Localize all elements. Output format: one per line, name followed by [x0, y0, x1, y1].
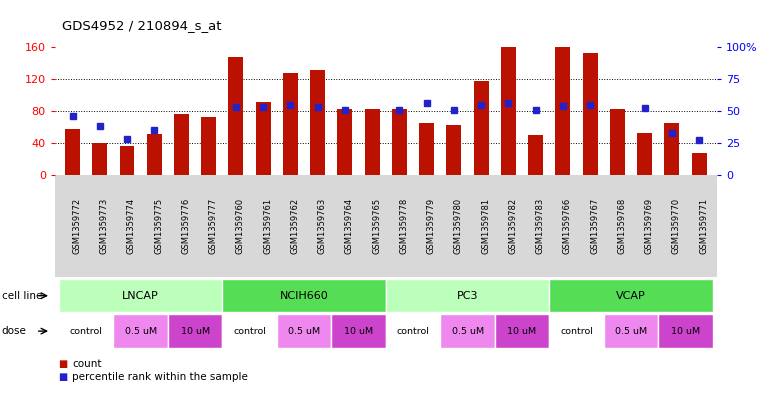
Text: ■: ■: [59, 358, 68, 369]
Text: control: control: [233, 327, 266, 336]
Text: NCIH660: NCIH660: [280, 291, 329, 301]
Bar: [119, 146, 135, 175]
Bar: [283, 73, 298, 175]
Text: 0.5 uM: 0.5 uM: [288, 327, 320, 336]
Text: GSM1359767: GSM1359767: [591, 198, 599, 254]
Bar: [501, 47, 516, 175]
Text: GSM1359773: GSM1359773: [100, 198, 109, 254]
Text: cell line: cell line: [2, 291, 42, 301]
Bar: [528, 135, 543, 175]
Text: 0.5 uM: 0.5 uM: [615, 327, 647, 336]
Text: GSM1359763: GSM1359763: [317, 198, 326, 254]
Bar: [310, 70, 325, 175]
Bar: [447, 125, 461, 175]
Bar: [473, 81, 489, 175]
Text: count: count: [72, 358, 102, 369]
Text: LNCAP: LNCAP: [123, 291, 159, 301]
Bar: [664, 123, 680, 175]
Text: GSM1359780: GSM1359780: [454, 198, 463, 254]
Text: PC3: PC3: [457, 291, 479, 301]
Bar: [65, 129, 80, 175]
Text: GSM1359766: GSM1359766: [563, 198, 572, 254]
Text: 10 uM: 10 uM: [180, 327, 210, 336]
Text: control: control: [396, 327, 429, 336]
Text: GSM1359762: GSM1359762: [291, 198, 300, 254]
Text: control: control: [560, 327, 593, 336]
Text: 10 uM: 10 uM: [671, 327, 700, 336]
Bar: [228, 57, 244, 175]
Text: GSM1359761: GSM1359761: [263, 198, 272, 254]
Bar: [637, 133, 652, 175]
Text: GSM1359772: GSM1359772: [72, 198, 81, 254]
Text: GSM1359764: GSM1359764: [345, 198, 354, 254]
Bar: [365, 108, 380, 175]
Bar: [201, 117, 216, 175]
Text: dose: dose: [2, 326, 27, 336]
Text: GSM1359779: GSM1359779: [427, 198, 436, 254]
Text: GSM1359769: GSM1359769: [645, 198, 654, 254]
Bar: [556, 47, 571, 175]
Bar: [256, 102, 271, 175]
Text: GSM1359771: GSM1359771: [699, 198, 708, 254]
Text: GSM1359768: GSM1359768: [617, 198, 626, 254]
Bar: [610, 109, 625, 175]
Bar: [583, 53, 597, 175]
Bar: [692, 153, 707, 175]
Text: control: control: [70, 327, 103, 336]
Text: 10 uM: 10 uM: [344, 327, 373, 336]
Text: GSM1359782: GSM1359782: [508, 198, 517, 254]
Bar: [147, 134, 162, 175]
Bar: [92, 143, 107, 175]
Text: percentile rank within the sample: percentile rank within the sample: [72, 372, 248, 382]
Bar: [337, 108, 352, 175]
Text: 0.5 uM: 0.5 uM: [451, 327, 484, 336]
Text: VCAP: VCAP: [616, 291, 646, 301]
Text: GSM1359778: GSM1359778: [400, 198, 409, 254]
Text: GSM1359760: GSM1359760: [236, 198, 245, 254]
Text: GDS4952 / 210894_s_at: GDS4952 / 210894_s_at: [62, 19, 222, 32]
Text: GSM1359774: GSM1359774: [127, 198, 136, 254]
Text: GSM1359776: GSM1359776: [181, 198, 190, 254]
Text: 10 uM: 10 uM: [508, 327, 537, 336]
Text: ■: ■: [59, 372, 68, 382]
Text: 0.5 uM: 0.5 uM: [125, 327, 157, 336]
Text: GSM1359770: GSM1359770: [672, 198, 681, 254]
Text: GSM1359781: GSM1359781: [481, 198, 490, 254]
Text: GSM1359777: GSM1359777: [209, 198, 218, 254]
Text: GSM1359783: GSM1359783: [536, 198, 545, 254]
Bar: [392, 108, 407, 175]
Bar: [419, 123, 435, 175]
Text: GSM1359775: GSM1359775: [154, 198, 164, 254]
Bar: [174, 114, 189, 175]
Text: GSM1359765: GSM1359765: [372, 198, 381, 254]
